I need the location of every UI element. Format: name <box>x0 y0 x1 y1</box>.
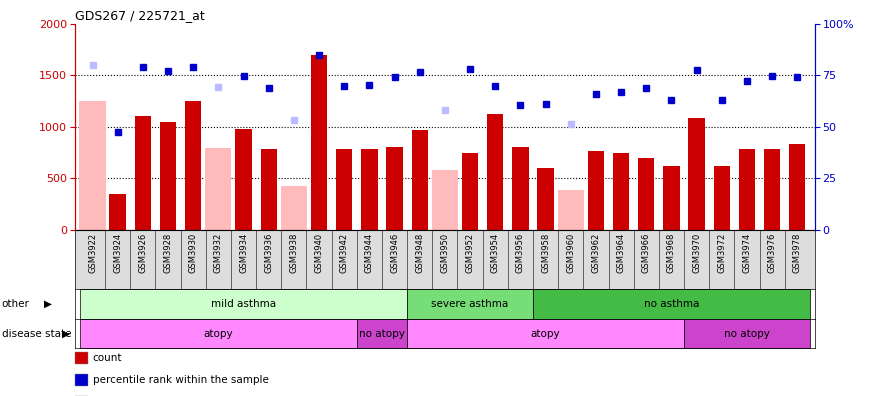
Text: GSM3968: GSM3968 <box>667 233 676 273</box>
Bar <box>533 289 810 319</box>
Text: GSM3976: GSM3976 <box>767 233 777 273</box>
Text: GSM3940: GSM3940 <box>315 233 323 273</box>
Bar <box>588 151 604 230</box>
Text: GSM3930: GSM3930 <box>189 233 197 273</box>
Text: severe asthma: severe asthma <box>432 299 508 309</box>
Text: GSM3944: GSM3944 <box>365 233 374 273</box>
Text: GSM3946: GSM3946 <box>390 233 399 273</box>
Bar <box>487 114 503 230</box>
Bar <box>159 122 176 230</box>
Text: other: other <box>2 299 30 309</box>
Text: disease state: disease state <box>2 329 71 339</box>
Text: atopy: atopy <box>204 329 233 339</box>
Bar <box>80 289 407 319</box>
Bar <box>361 149 378 230</box>
Text: GSM3966: GSM3966 <box>641 233 651 273</box>
Text: no asthma: no asthma <box>644 299 700 309</box>
Bar <box>357 319 407 348</box>
Text: percentile rank within the sample: percentile rank within the sample <box>93 375 269 385</box>
Bar <box>205 148 232 230</box>
Bar <box>789 144 805 230</box>
Text: GSM3924: GSM3924 <box>113 233 122 273</box>
Bar <box>663 166 679 230</box>
Bar <box>411 130 428 230</box>
Text: no atopy: no atopy <box>359 329 405 339</box>
Bar <box>185 101 202 230</box>
Bar <box>638 158 655 230</box>
Bar <box>387 147 403 230</box>
Text: GSM3934: GSM3934 <box>239 233 248 273</box>
Text: GSM3950: GSM3950 <box>440 233 449 273</box>
Bar <box>311 55 327 230</box>
Bar <box>558 190 584 230</box>
Text: GSM3938: GSM3938 <box>289 233 299 273</box>
Text: ▶: ▶ <box>44 299 53 309</box>
Text: GSM3952: GSM3952 <box>465 233 475 273</box>
Bar <box>462 154 478 230</box>
Bar <box>688 118 705 230</box>
Bar <box>407 289 533 319</box>
Bar <box>261 149 277 230</box>
Bar <box>432 170 458 230</box>
Bar <box>613 154 629 230</box>
Bar <box>235 129 252 230</box>
Bar <box>336 149 352 230</box>
Text: ▶: ▶ <box>62 329 70 339</box>
Text: GSM3936: GSM3936 <box>264 233 273 273</box>
Text: GSM3922: GSM3922 <box>88 233 97 273</box>
Text: GSM3972: GSM3972 <box>717 233 726 273</box>
Bar <box>537 168 554 230</box>
Text: GSM3964: GSM3964 <box>617 233 626 273</box>
Text: GSM3948: GSM3948 <box>415 233 425 273</box>
Bar <box>684 319 810 348</box>
Bar <box>80 319 357 348</box>
Text: GSM3926: GSM3926 <box>138 233 147 273</box>
Text: GSM3974: GSM3974 <box>743 233 751 273</box>
Bar <box>109 194 126 230</box>
Text: GSM3958: GSM3958 <box>541 233 550 273</box>
Text: GSM3978: GSM3978 <box>793 233 802 273</box>
Bar <box>407 319 684 348</box>
Text: no atopy: no atopy <box>724 329 770 339</box>
Text: GSM3960: GSM3960 <box>566 233 575 273</box>
Text: GSM3962: GSM3962 <box>591 233 601 273</box>
Text: GSM3932: GSM3932 <box>214 233 223 273</box>
Bar <box>739 149 755 230</box>
Text: GSM3954: GSM3954 <box>491 233 500 273</box>
Text: GSM3928: GSM3928 <box>164 233 173 273</box>
Text: GSM3942: GSM3942 <box>340 233 349 273</box>
Text: mild asthma: mild asthma <box>211 299 276 309</box>
Text: count: count <box>93 353 122 364</box>
Bar <box>281 187 307 230</box>
Text: atopy: atopy <box>530 329 560 339</box>
Text: GSM3970: GSM3970 <box>692 233 701 273</box>
Text: GDS267 / 225721_at: GDS267 / 225721_at <box>75 9 204 22</box>
Bar <box>764 149 781 230</box>
Bar <box>714 166 730 230</box>
Bar <box>79 101 106 230</box>
Bar <box>135 116 151 230</box>
Bar <box>512 147 529 230</box>
Text: GSM3956: GSM3956 <box>516 233 525 273</box>
